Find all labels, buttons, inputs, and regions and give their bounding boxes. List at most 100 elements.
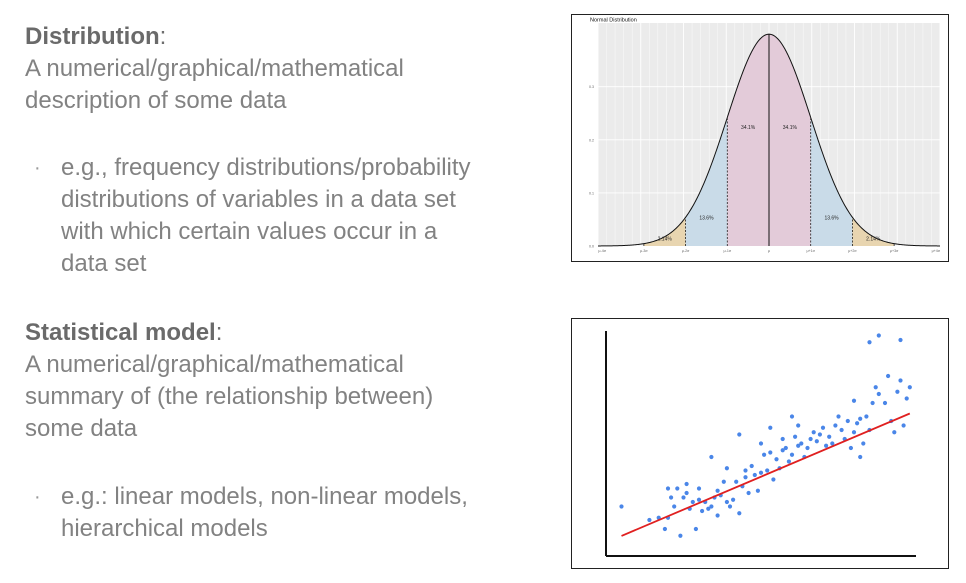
data-point: [793, 434, 798, 439]
distribution-heading-term: Distribution: [25, 23, 160, 50]
regression-line: [621, 412, 911, 537]
data-point: [851, 430, 857, 435]
data-point: [684, 490, 689, 496]
distribution-bullet-line-2: distributions of variables in a data set: [61, 186, 456, 213]
x-tick-label: μ-3σ: [640, 249, 648, 253]
data-point: [858, 454, 863, 460]
model-heading: Statistical model:: [25, 317, 433, 349]
y-tick-label: 0.1: [589, 191, 594, 195]
data-point: [820, 425, 826, 430]
model-heading-term: Statistical model: [25, 319, 216, 346]
distribution-bullet-line-4: data set: [61, 250, 147, 277]
data-point: [684, 481, 689, 487]
model-desc-line-3: some data: [25, 415, 138, 442]
data-point: [892, 430, 897, 435]
bullet-marker: ·: [34, 157, 41, 179]
data-point: [876, 333, 881, 338]
data-point: [836, 414, 841, 419]
distribution-desc-line-1: A numerical/graphical/mathematical: [25, 55, 404, 82]
data-point: [786, 459, 791, 464]
distribution-bullet: · e.g., frequency distributions/probabil…: [34, 152, 471, 280]
distribution-desc-line-2: description of some data: [25, 87, 287, 114]
distribution-heading: Distribution:: [25, 21, 404, 53]
y-tick-label: 0.3: [589, 85, 594, 89]
normal-distribution-figure: 0.0 0.1 0.2 0.3 2.14% 13.6% 34.1% 34.1% 13.6% 2.1…: [571, 14, 949, 262]
data-point: [755, 488, 760, 493]
data-point: [743, 475, 748, 480]
data-point: [715, 488, 720, 493]
data-point: [700, 508, 705, 514]
data-point: [898, 337, 903, 343]
data-point: [768, 450, 773, 455]
data-point: [907, 385, 912, 390]
data-point: [746, 490, 751, 496]
x-tick-label: μ-1σ: [724, 249, 732, 253]
x-tick-label: μ+3σ: [890, 249, 899, 253]
model-desc-line-1: A numerical/graphical/mathematical: [25, 351, 404, 378]
data-point: [709, 504, 714, 509]
data-point: [814, 439, 819, 444]
data-point: [780, 436, 785, 442]
model-bullet-line-1: e.g.: linear models, non-linear models,: [61, 483, 468, 510]
data-point: [758, 441, 764, 446]
data-point: [808, 436, 813, 442]
x-tick-label: μ+2σ: [848, 249, 857, 253]
x-tick-label: μ-4σ: [598, 249, 606, 253]
data-point: [789, 414, 795, 419]
data-point: [886, 373, 891, 379]
data-point: [771, 477, 776, 482]
data-point: [768, 425, 773, 430]
normal-distribution-chart: 0.0 0.1 0.2 0.3 2.14% 13.6% 34.1% 34.1% 13.6% 2.1…: [589, 18, 941, 254]
data-point: [799, 441, 804, 446]
scatter-chart: [605, 331, 916, 557]
data-point: [734, 479, 739, 484]
data-point: [858, 416, 863, 421]
data-point: [817, 432, 822, 437]
data-point: [783, 445, 788, 451]
data-point: [796, 443, 801, 448]
data-point: [709, 454, 714, 460]
data-point: [762, 452, 767, 457]
data-point: [721, 479, 726, 484]
data-point: [827, 434, 832, 439]
model-heading-colon: :: [215, 319, 223, 346]
data-point: [873, 385, 878, 390]
data-point: [693, 526, 698, 532]
data-point: [765, 468, 770, 473]
distribution-bullet-line-1: e.g., frequency distributions/probabilit…: [61, 154, 471, 181]
y-tick-label: 0.0: [589, 245, 594, 249]
section-distribution: Distribution: A numerical/graphical/math…: [25, 21, 404, 117]
data-point: [647, 517, 652, 523]
probability-region: [852, 217, 895, 246]
region-percent-label: 13.6%: [824, 215, 839, 221]
data-point: [669, 495, 674, 500]
data-point: [861, 441, 866, 446]
data-point: [876, 391, 881, 397]
data-point: [864, 414, 869, 419]
data-point: [904, 396, 909, 401]
data-point: [870, 400, 875, 406]
region-percent-label: 2.14%: [866, 237, 881, 243]
chart-title: Normal Distribution: [590, 18, 637, 24]
data-point: [724, 499, 729, 505]
model-bullet-line-2: hierarchical models: [61, 515, 268, 542]
data-point: [690, 499, 695, 505]
data-point: [696, 486, 702, 491]
normal-curve: [597, 33, 941, 247]
data-point: [715, 513, 720, 518]
data-point: [811, 430, 816, 435]
data-point: [749, 463, 754, 469]
data-point: [805, 445, 810, 451]
data-point: [662, 526, 667, 532]
data-point: [727, 504, 733, 509]
data-point: [619, 504, 624, 509]
data-point: [706, 506, 711, 511]
section-statistical-model: Statistical model: A numerical/graphical…: [25, 317, 433, 445]
bullet-marker: ·: [34, 486, 41, 508]
x-tick-label: μ+1σ: [807, 249, 816, 253]
data-point: [672, 504, 677, 509]
data-point: [789, 452, 795, 457]
x-tick-label: μ: [768, 249, 770, 253]
probability-region: [643, 217, 686, 246]
data-point: [665, 486, 671, 491]
